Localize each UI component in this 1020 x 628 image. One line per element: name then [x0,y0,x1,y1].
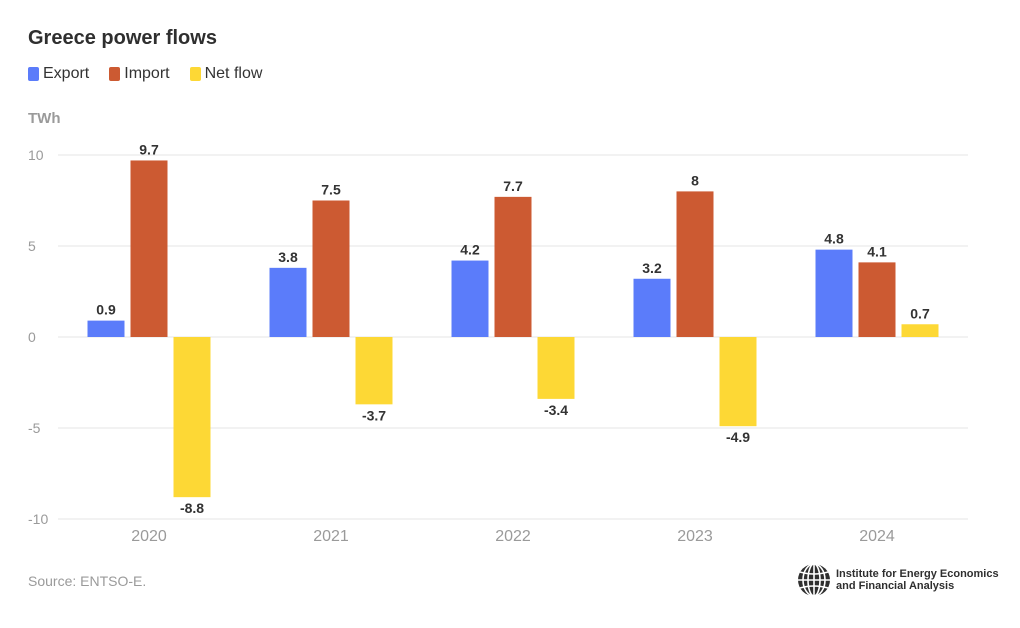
data-label-net-2023: -4.9 [726,429,750,445]
legend-swatch-export [28,67,39,81]
bar-net-2020 [173,337,211,498]
logo-text: Institute for Energy Economics and Finan… [836,568,999,592]
bar-import-2024 [858,262,896,337]
legend-item-export[interactable]: Export [28,65,89,83]
bar-export-2023 [633,278,671,337]
chart-title: Greece power flows [28,27,217,49]
bar-import-2023 [676,191,714,337]
y-tick-label: -5 [28,420,41,436]
y-tick-label: 0 [28,329,36,345]
data-label-export-2021: 3.8 [278,249,298,265]
source-note: Source: ENTSO-E. [28,573,147,589]
y-tick-label: -10 [28,511,48,527]
bar-import-2022 [494,196,532,337]
x-tick-label: 2024 [859,528,895,545]
data-label-export-2022: 4.2 [460,242,480,258]
bar-export-2024 [815,249,853,337]
bar-net-2021 [355,337,393,405]
data-label-import-2022: 7.7 [503,178,523,194]
globe-logo-icon [798,563,830,597]
x-tick-label: 2022 [495,528,531,545]
x-tick-label: 2021 [313,528,349,545]
data-label-export-2024: 4.8 [824,231,844,247]
legend-label-net-flow: Net flow [204,65,263,82]
legend-swatch-import [109,67,121,81]
ieefa-logo[interactable]: Institute for Energy Economics and Finan… [796,562,999,598]
bar-import-2021 [312,200,350,337]
data-label-export-2023: 3.2 [642,260,662,276]
legend: Export Import Net flow [28,65,262,83]
legend-item-net-flow[interactable]: Net flow [189,65,263,83]
data-label-net-2021: -3.7 [362,407,386,423]
data-label-net-2024: 0.7 [910,305,930,321]
bar-export-2020 [87,320,125,337]
data-label-export-2020: 0.9 [96,302,116,318]
logo-line-1: Institute for Energy Economics [836,568,999,580]
y-tick-label: 10 [28,147,44,163]
bar-export-2022 [451,260,489,337]
y-tick-label: 5 [28,238,36,254]
bar-export-2021 [269,267,307,337]
x-tick-label: 2020 [131,528,167,545]
legend-item-import[interactable]: Import [109,65,170,83]
legend-swatch-net-flow [189,67,201,81]
bar-net-2023 [719,337,757,427]
bar-net-2022 [537,337,575,399]
data-label-import-2023: 8 [691,172,699,188]
bar-import-2020 [130,160,168,337]
y-axis-unit-label: TWh [28,110,61,127]
data-label-import-2020: 9.7 [139,141,159,157]
bar-net-2024 [901,324,939,337]
legend-label-import: Import [124,65,170,82]
data-label-net-2022: -3.4 [544,402,568,418]
data-label-import-2024: 4.1 [867,243,887,259]
data-label-net-2020: -8.8 [180,500,204,516]
logo-line-2: and Financial Analysis [836,580,955,592]
data-label-import-2021: 7.5 [321,182,341,198]
legend-label-export: Export [43,65,90,82]
x-tick-label: 2023 [677,528,713,545]
